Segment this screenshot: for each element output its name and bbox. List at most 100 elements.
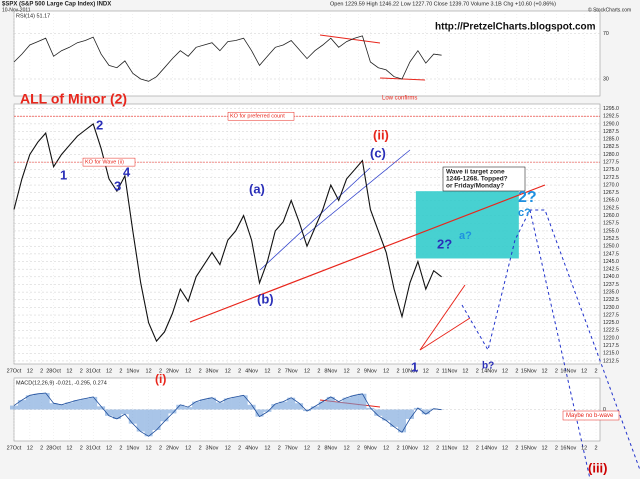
macd-bar bbox=[310, 406, 319, 410]
macd-bar bbox=[207, 397, 216, 410]
macd-bar bbox=[279, 401, 288, 410]
x-tick-label: 9Nov bbox=[364, 368, 377, 374]
x-tick-label: 12 bbox=[304, 445, 310, 451]
series-line bbox=[13, 122, 442, 343]
x-tick-label: 2 bbox=[397, 445, 400, 451]
x-tick-label: 2 bbox=[436, 445, 439, 451]
x-tick-label: 12 bbox=[502, 368, 508, 374]
macd-bar bbox=[160, 409, 169, 422]
y-tick-label: 1255.0 bbox=[603, 228, 619, 234]
x-tick-label: 2 bbox=[357, 445, 360, 451]
x-tick-label: 2 bbox=[80, 445, 83, 451]
y-tick-label: 1262.5 bbox=[603, 205, 619, 211]
wave-label: (ii) bbox=[373, 127, 389, 142]
x-tick-label: 16Nov bbox=[560, 445, 576, 451]
y-tick-label: 1220.0 bbox=[603, 335, 619, 341]
y-tick-label: 1225.0 bbox=[603, 320, 619, 326]
x-tick-label: 12 bbox=[423, 445, 429, 451]
x-tick-label: 3Nov bbox=[206, 368, 219, 374]
level-label-box bbox=[227, 111, 295, 121]
x-tick-label: 12 bbox=[581, 368, 587, 374]
y-tick-label: 1270.0 bbox=[603, 182, 619, 188]
macd-bar bbox=[358, 393, 367, 410]
y-tick-label: 0 bbox=[603, 407, 606, 413]
y-tick-label: 1227.5 bbox=[603, 312, 619, 318]
x-tick-label: 4Nov bbox=[245, 445, 258, 451]
x-tick-label: 12 bbox=[146, 445, 152, 451]
x-tick-label: 2 bbox=[436, 368, 439, 374]
x-tick-label: 12 bbox=[581, 445, 587, 451]
y-tick-label: 1215.0 bbox=[603, 351, 619, 357]
macd-bar bbox=[287, 397, 296, 410]
y-tick-label: 1287.5 bbox=[603, 129, 619, 135]
macd-bar bbox=[382, 409, 391, 421]
macd-bar bbox=[247, 404, 256, 410]
x-tick-label: 2 bbox=[238, 445, 241, 451]
x-tick-label: 2 bbox=[278, 445, 281, 451]
macd-bar bbox=[295, 403, 304, 410]
macd-bar bbox=[342, 397, 351, 410]
x-tick-label: 2 bbox=[555, 445, 558, 451]
wave-label: 1 bbox=[411, 359, 418, 374]
x-tick-label: 2 bbox=[515, 368, 518, 374]
target-zone bbox=[415, 191, 519, 259]
macd-bar bbox=[89, 396, 98, 410]
y-tick-label: 1242.5 bbox=[603, 267, 619, 273]
panel-title: RSI(14) 51.17 bbox=[16, 13, 50, 19]
macd-bar bbox=[271, 403, 280, 410]
macd-bar bbox=[255, 409, 264, 417]
x-tick-label: 2 bbox=[199, 368, 202, 374]
x-tick-label: 12 bbox=[185, 445, 191, 451]
macd-bar bbox=[33, 393, 42, 410]
wave-label: c? bbox=[518, 207, 531, 219]
macd-bar bbox=[120, 409, 129, 415]
x-tick-label: 12 bbox=[423, 368, 429, 374]
x-tick-label: 12 bbox=[27, 368, 33, 374]
macd-bar bbox=[57, 404, 66, 410]
y-tick-label: 1212.5 bbox=[603, 358, 619, 364]
wave-label: 4 bbox=[123, 164, 131, 179]
macd-bar bbox=[303, 409, 311, 412]
y-tick-label: 1285.0 bbox=[603, 137, 619, 143]
trend-line bbox=[189, 184, 546, 323]
x-tick-label: 14Nov bbox=[481, 368, 497, 374]
macd-bar bbox=[405, 409, 414, 419]
y-tick-label: 1267.5 bbox=[603, 190, 619, 196]
x-tick-label: 2 bbox=[317, 368, 320, 374]
x-tick-label: 2 bbox=[397, 368, 400, 374]
quote: Open 1229.59 High 1246.22 Low 1227.70 Cl… bbox=[330, 1, 556, 7]
x-tick-label: 1Nov bbox=[126, 445, 139, 451]
macd-bar bbox=[413, 407, 422, 410]
y-tick-label: 1250.0 bbox=[603, 244, 619, 250]
x-tick-label: 12 bbox=[225, 445, 231, 451]
trend-line bbox=[419, 284, 466, 351]
x-tick-label: 2 bbox=[278, 368, 281, 374]
y-tick-label: 1222.5 bbox=[603, 328, 619, 334]
y-tick-label: 1265.0 bbox=[603, 198, 619, 204]
macd-bar bbox=[152, 409, 161, 430]
divergence-line bbox=[379, 77, 426, 81]
level-label: KO for preferred count bbox=[230, 114, 285, 120]
y-tick-label: 1230.0 bbox=[603, 305, 619, 311]
note-box bbox=[562, 410, 620, 421]
macd-bar bbox=[25, 395, 34, 410]
macd-bar bbox=[97, 406, 106, 410]
y-tick-label: 1247.5 bbox=[603, 251, 619, 257]
macd-bar bbox=[10, 405, 18, 410]
x-tick-label: 12 bbox=[264, 445, 270, 451]
trend-lines bbox=[189, 34, 640, 479]
x-tick-label: 9Nov bbox=[364, 445, 377, 451]
macd-bar bbox=[112, 409, 121, 419]
x-tick-label: 2Nov bbox=[166, 368, 179, 374]
x-tick-label: 3Nov bbox=[206, 445, 219, 451]
x-tick-label: 2 bbox=[317, 445, 320, 451]
x-tick-label: 12 bbox=[542, 445, 548, 451]
x-tick-label: 12 bbox=[383, 445, 389, 451]
x-tick-label: 2 bbox=[555, 368, 558, 374]
zone-label-box bbox=[442, 166, 526, 192]
macd-bar bbox=[223, 398, 232, 410]
y-tick-label: 1260.0 bbox=[603, 213, 619, 219]
x-tick-label: 27Oct bbox=[7, 368, 22, 374]
macd-bar bbox=[49, 403, 58, 410]
x-tick-label: 11Nov bbox=[442, 445, 458, 451]
